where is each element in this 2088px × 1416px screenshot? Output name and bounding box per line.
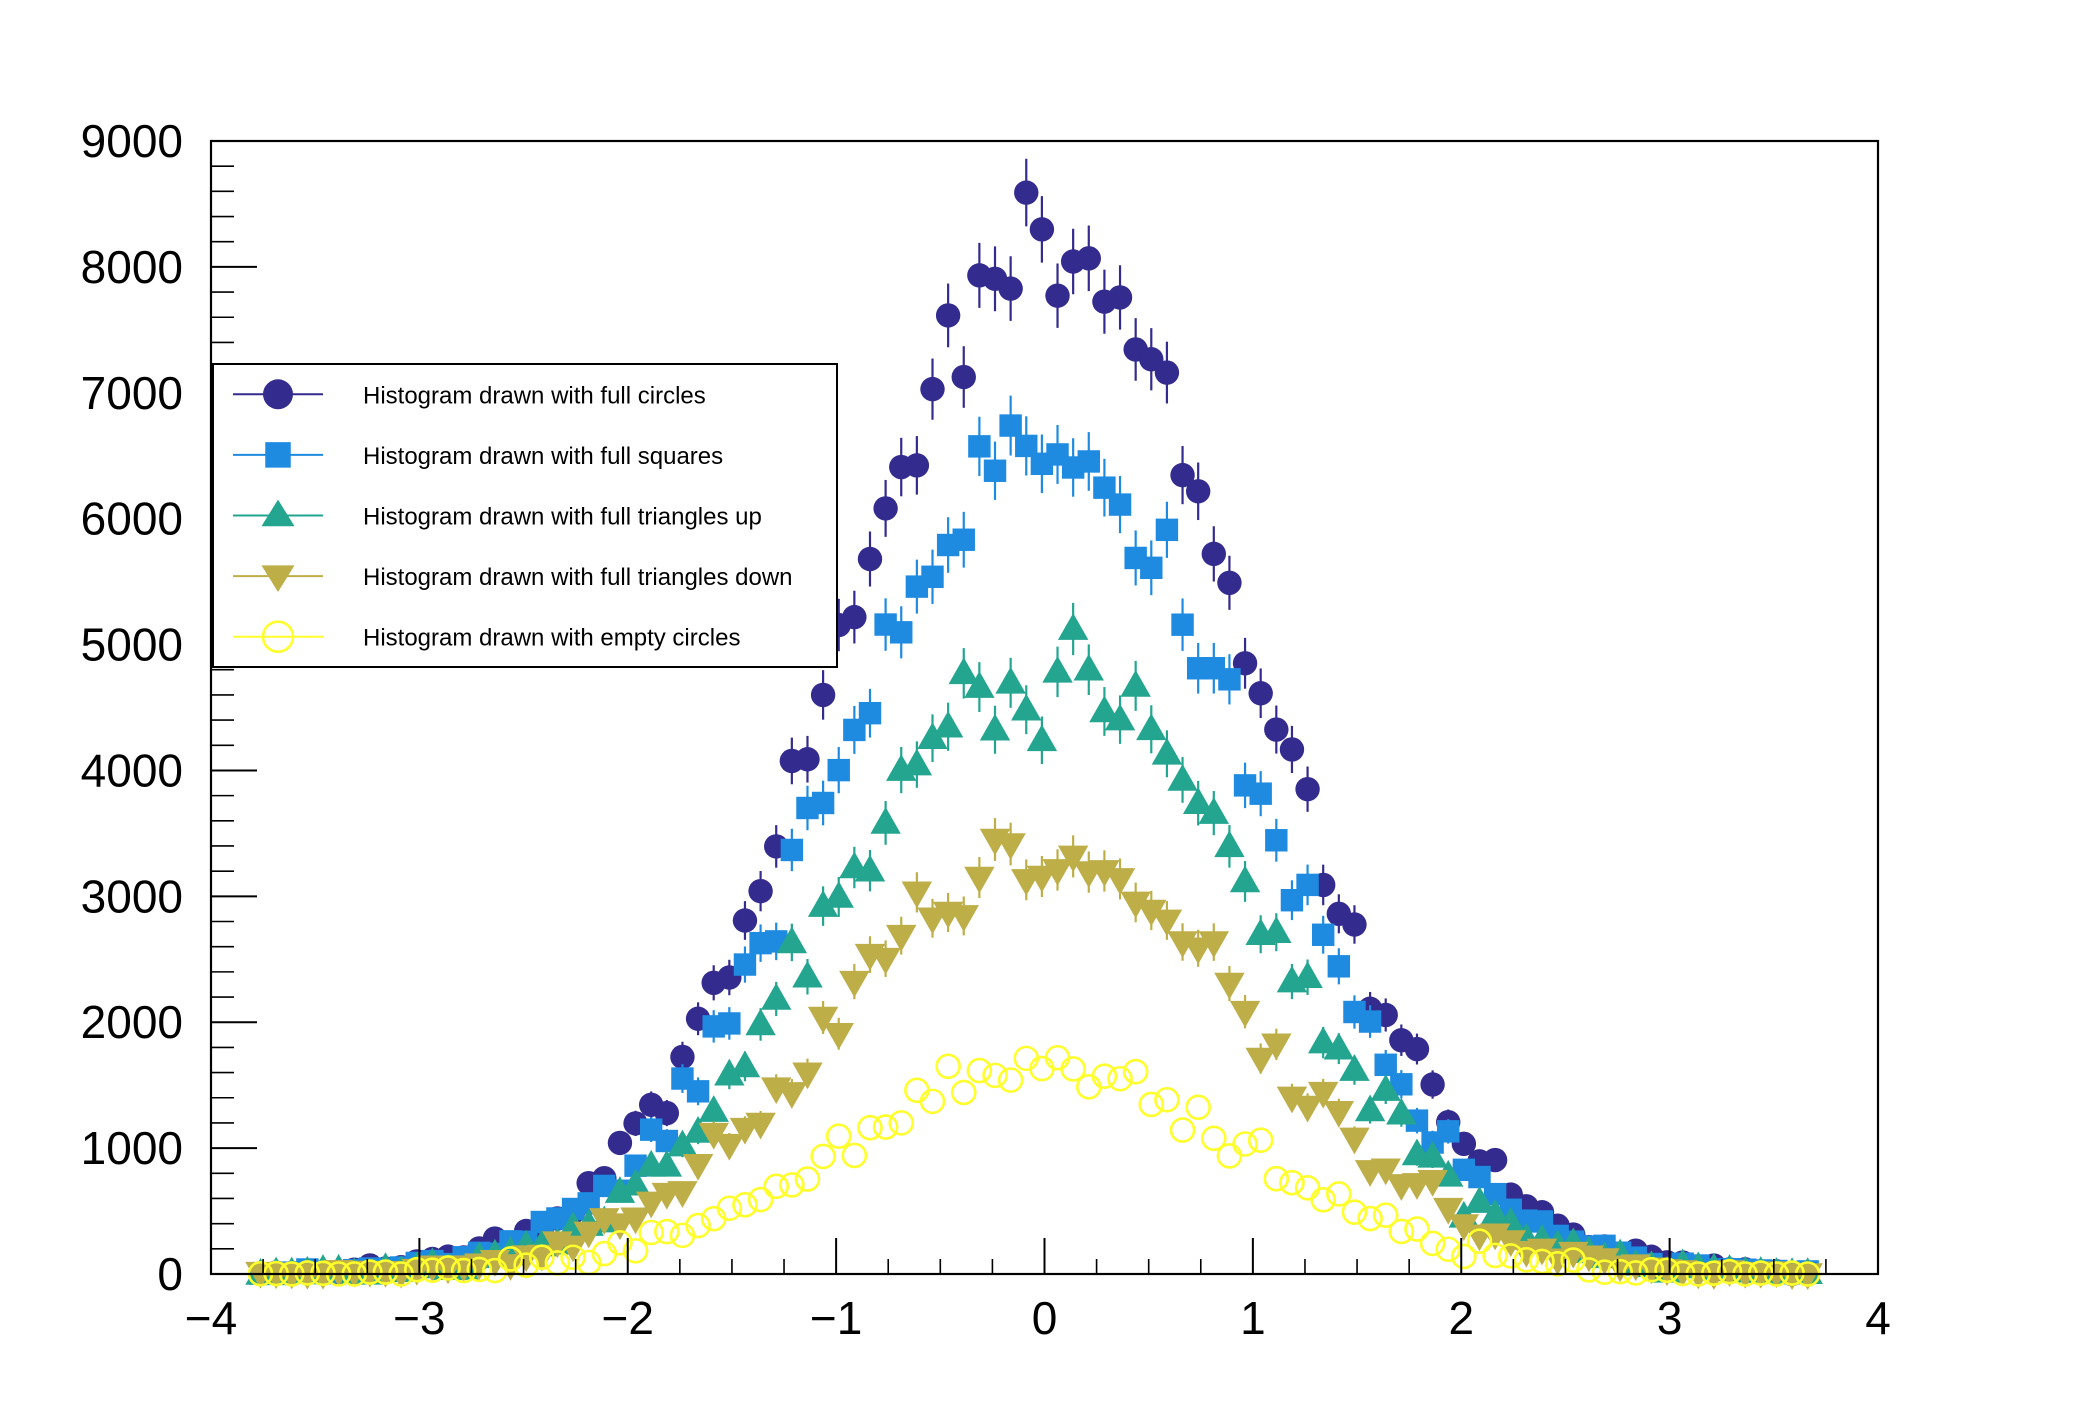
svg-text:−4: −4 xyxy=(185,1292,237,1344)
svg-text:−1: −1 xyxy=(810,1292,862,1344)
svg-text:Histogram drawn with empty cir: Histogram drawn with empty circles xyxy=(363,625,740,652)
svg-text:Histogram drawn with full circ: Histogram drawn with full circles xyxy=(363,382,706,409)
svg-text:3: 3 xyxy=(1657,1292,1683,1344)
svg-text:8000: 8000 xyxy=(81,241,183,293)
svg-text:7000: 7000 xyxy=(81,367,183,419)
svg-text:5000: 5000 xyxy=(81,619,183,671)
svg-text:2: 2 xyxy=(1448,1292,1474,1344)
svg-text:6000: 6000 xyxy=(81,493,183,545)
svg-text:−3: −3 xyxy=(393,1292,445,1344)
svg-text:4: 4 xyxy=(1865,1292,1891,1344)
svg-text:Histogram drawn with full tria: Histogram drawn with full triangles up xyxy=(363,504,762,531)
svg-text:1000: 1000 xyxy=(81,1122,183,1174)
svg-text:4000: 4000 xyxy=(81,744,183,796)
svg-text:−2: −2 xyxy=(602,1292,654,1344)
svg-text:0: 0 xyxy=(1032,1292,1058,1344)
svg-text:0: 0 xyxy=(157,1248,183,1300)
svg-text:Histogram drawn with full tria: Histogram drawn with full triangles down xyxy=(363,564,793,591)
svg-text:Histogram drawn with full squa: Histogram drawn with full squares xyxy=(363,443,723,470)
svg-text:9000: 9000 xyxy=(81,115,183,167)
svg-text:3000: 3000 xyxy=(81,870,183,922)
svg-text:1: 1 xyxy=(1240,1292,1266,1344)
svg-text:2000: 2000 xyxy=(81,996,183,1048)
